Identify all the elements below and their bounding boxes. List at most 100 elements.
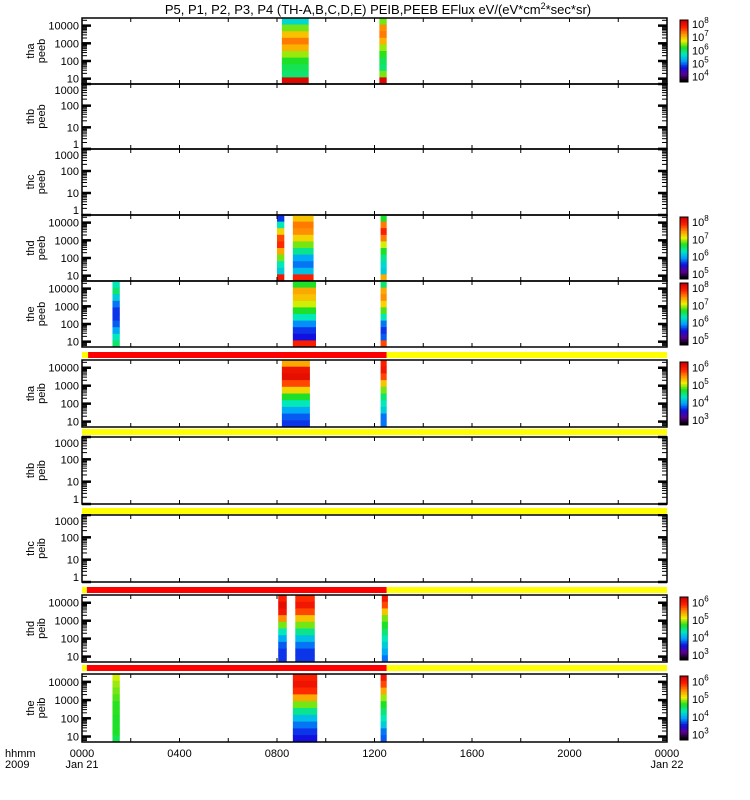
spectrogram-cell (277, 248, 285, 256)
spectrogram-cell (380, 267, 387, 275)
spectrogram-cell (112, 340, 120, 348)
colorbar-cell (680, 690, 688, 693)
panel-ylabel-probe: thc (25, 541, 37, 556)
panel-ylabel-probe: thc (25, 174, 37, 189)
colorbar-label-base: 10 (692, 32, 704, 44)
spectrogram-cell (278, 601, 287, 609)
colorbar-cell (680, 272, 688, 275)
colorbar-cell (680, 620, 688, 623)
colorbar-label-base: 10 (692, 59, 704, 71)
colorbar-cell (680, 69, 688, 72)
spectrogram-cell (380, 721, 387, 729)
colorbar-cell (680, 261, 688, 264)
colorbar-cell (680, 300, 688, 303)
spectrogram-cell (381, 628, 388, 636)
spectrogram-cell (380, 327, 387, 335)
colorbar-cell (680, 693, 688, 696)
spectrogram-cell (381, 615, 388, 623)
panel-ylabel-product: peeb (36, 170, 48, 194)
colorbar-cell (680, 631, 688, 634)
spectrogram-cell (380, 674, 387, 682)
x-tick-label: 1200 (362, 748, 386, 760)
spectrogram-cell (292, 333, 316, 341)
colorbar-cell (680, 304, 688, 307)
panel-frame (81, 673, 668, 743)
colorbar-cell (680, 701, 688, 704)
spectrogram-cell (278, 648, 287, 656)
colorbar-label: 103 (692, 647, 709, 662)
spectrogram-cell (380, 386, 387, 394)
colorbar-label: 103 (692, 727, 709, 742)
colorbar-cell (680, 736, 688, 739)
colorbar-cell (680, 703, 688, 706)
spectrogram-cell (112, 714, 120, 723)
mode-bar-segment (386, 352, 667, 358)
spectrogram-cell (292, 261, 314, 269)
mode-bar-segment (82, 665, 87, 671)
spectrogram-cell (292, 300, 316, 308)
spectrogram-cell (292, 674, 318, 682)
colorbar-cell (680, 634, 688, 637)
colorbar-cell (680, 692, 688, 695)
colorbar-cell (680, 46, 688, 49)
panel-ylabel-product: peib (36, 698, 48, 719)
colorbar-cell (680, 406, 688, 409)
panel-ylabel-probe: thb (25, 463, 37, 478)
y-tick-label: 1000 (55, 695, 79, 707)
spectrogram-cell (379, 37, 387, 45)
spectrogram-cell (380, 281, 387, 289)
colorbar-cell (680, 398, 688, 401)
spectrogram-cell (295, 601, 315, 609)
colorbar-cell (680, 396, 688, 399)
panel-frame (81, 359, 668, 428)
colorbar-label: 108 (692, 280, 709, 295)
colorbar-cell (680, 229, 688, 232)
y-tick-label: 10000 (48, 363, 79, 375)
y-tick-label: 10 (67, 555, 79, 567)
spectrogram-cell (112, 327, 120, 335)
spectrogram-cell (112, 287, 120, 295)
spectrogram-cell (380, 373, 387, 381)
colorbar-cell (680, 343, 688, 346)
panel-ylabel-product: peib (36, 383, 48, 404)
spectrogram-cell (112, 281, 120, 289)
y-tick-label: 100 (61, 253, 79, 265)
colorbar-label-exponent: 6 (704, 315, 709, 324)
spectrogram-cell (380, 714, 387, 723)
colorbar-cell (680, 55, 688, 58)
panel-ylabel-product: peib (36, 460, 48, 481)
y-tick-label: 1000 (55, 38, 79, 50)
panel-ylabel-probe: thd (25, 621, 37, 636)
spectrogram-cell (281, 44, 309, 52)
colorbar-cell (680, 255, 688, 258)
colorbar-label: 106 (692, 315, 709, 330)
colorbar-cell (680, 695, 688, 698)
colorbar-cell (680, 415, 688, 418)
spectrogram-cell (379, 70, 387, 78)
colorbar-cell (680, 647, 688, 650)
mode-bar-segment (386, 665, 667, 671)
spectrogram-cell (277, 215, 285, 223)
x-axis-label: hhmm (5, 748, 36, 760)
y-tick-label: 10 (67, 417, 79, 429)
colorbar-cell (680, 696, 688, 699)
spectrogram-cell (281, 24, 309, 32)
mode-bar (82, 587, 667, 593)
colorbar-label: 106 (692, 594, 709, 609)
colorbar-cell (680, 390, 688, 393)
colorbar-cell (680, 72, 688, 75)
spectrogram-cell (292, 327, 316, 335)
colorbar-cell (680, 655, 688, 658)
y-tick-label: 10 (67, 732, 79, 744)
colorbar-cell (680, 238, 688, 241)
colorbar-cell (680, 337, 688, 340)
colorbar-cell (680, 412, 688, 415)
colorbar-label: 107 (692, 297, 709, 312)
panel-ylabel-probe: tha (25, 42, 37, 58)
panel-frame (81, 280, 668, 348)
colorbar-cell (680, 29, 688, 32)
spectrogram-cell (380, 393, 387, 401)
panel-ylabel-product: peeb (36, 39, 48, 63)
y-tick-label: 100 (61, 634, 79, 646)
